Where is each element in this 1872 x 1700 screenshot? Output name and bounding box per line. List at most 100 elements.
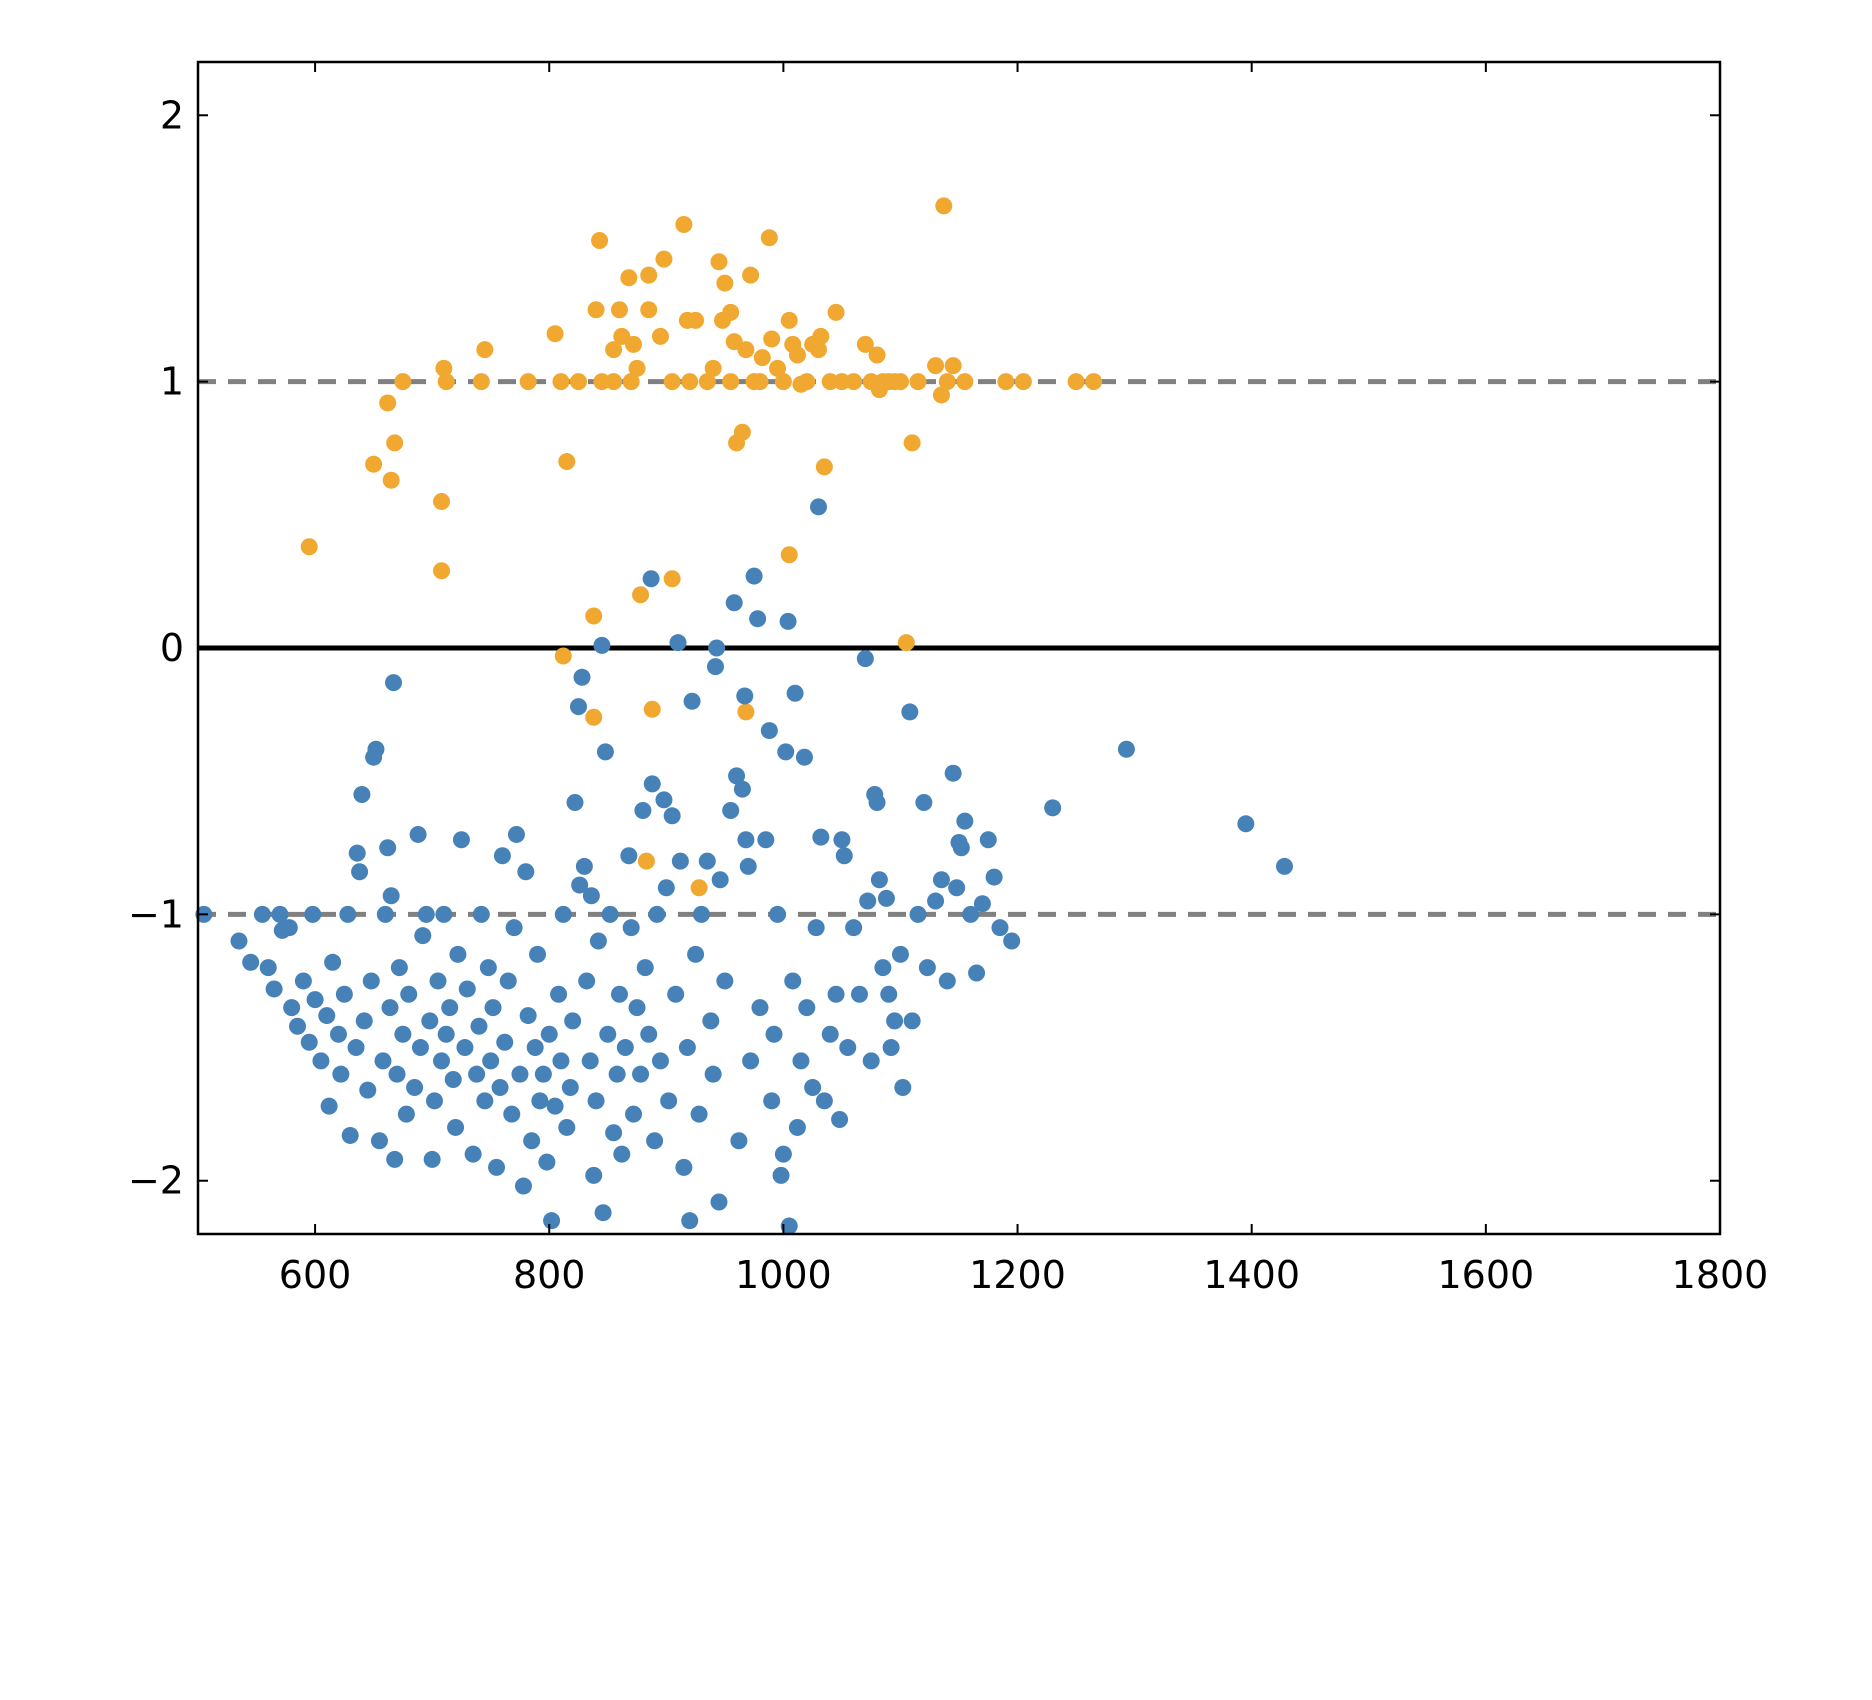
x-tick-label: 1200	[969, 1253, 1066, 1297]
data-point	[932, 871, 950, 889]
data-point	[812, 828, 830, 846]
data-point	[739, 857, 757, 875]
data-point	[447, 1118, 465, 1136]
x-tick-labels: 600 800 1000 1200 1400 1600 1800	[279, 1253, 1769, 1297]
data-point	[409, 825, 427, 843]
data-point	[613, 1145, 631, 1163]
data-point	[449, 945, 467, 963]
data-point	[353, 786, 371, 803]
data-point	[585, 607, 603, 625]
data-point	[798, 373, 816, 391]
data-point	[585, 1166, 603, 1184]
data-point	[968, 964, 986, 982]
data-point	[698, 373, 716, 391]
data-point	[386, 1150, 404, 1168]
data-point	[655, 791, 673, 809]
data-point	[663, 807, 681, 825]
y-tick-label: −2	[128, 1159, 184, 1203]
data-point	[737, 703, 755, 721]
data-point	[979, 831, 997, 849]
data-point	[540, 1025, 558, 1043]
data-point	[956, 812, 974, 830]
data-point	[381, 999, 399, 1017]
data-point	[737, 831, 755, 849]
data-point	[1003, 932, 1021, 950]
data-point	[687, 311, 705, 329]
data-point	[675, 1158, 693, 1176]
data-point	[708, 639, 726, 657]
data-point	[856, 335, 874, 353]
data-point	[425, 1092, 443, 1110]
data-point	[531, 1092, 549, 1110]
data-point	[550, 985, 568, 1003]
data-point	[505, 919, 523, 937]
data-point	[769, 359, 787, 377]
data-point	[667, 985, 685, 1003]
data-point	[948, 879, 966, 897]
data-point	[482, 1052, 500, 1070]
data-point	[1117, 740, 1135, 758]
data-point	[636, 959, 654, 977]
data-point	[496, 1033, 514, 1051]
data-point	[915, 793, 933, 811]
data-point	[476, 1092, 494, 1110]
data-point	[355, 1012, 373, 1030]
data-point	[868, 346, 886, 364]
data-point	[745, 567, 763, 585]
data-point	[671, 852, 689, 870]
data-point	[382, 471, 400, 489]
data-point	[962, 905, 980, 923]
data-point	[608, 1065, 626, 1083]
data-point	[722, 801, 740, 819]
data-point	[421, 1012, 439, 1030]
data-point	[300, 1033, 318, 1051]
data-point	[901, 703, 919, 721]
data-point	[835, 847, 853, 865]
data-point	[479, 959, 497, 977]
data-point	[503, 1105, 521, 1123]
data-point	[507, 825, 525, 843]
data-point	[433, 493, 451, 510]
data-point	[571, 876, 589, 894]
data-point	[663, 570, 681, 588]
data-point	[351, 863, 369, 881]
data-point	[283, 999, 301, 1017]
data-point	[763, 1092, 781, 1110]
data-point	[827, 303, 845, 321]
data-point	[862, 1052, 880, 1070]
data-point	[581, 1052, 599, 1070]
data-point	[804, 1079, 822, 1096]
data-point	[788, 346, 806, 364]
data-point	[464, 1145, 482, 1163]
data-point	[690, 879, 708, 897]
data-point	[833, 831, 851, 849]
data-point	[365, 455, 383, 473]
data-point	[774, 373, 792, 391]
data-point	[493, 847, 511, 865]
data-point	[877, 889, 895, 907]
data-point	[335, 985, 353, 1003]
data-point	[692, 905, 710, 923]
data-point	[320, 1097, 338, 1115]
data-point	[589, 932, 607, 950]
y-tick-label: 2	[160, 93, 184, 137]
data-point	[859, 892, 877, 910]
data-point	[414, 927, 432, 945]
x-tick-label: 1400	[1203, 1253, 1300, 1297]
data-point	[736, 687, 754, 705]
data-point	[903, 1012, 921, 1030]
data-point	[681, 373, 699, 391]
data-point	[886, 1012, 904, 1030]
data-point	[780, 1217, 798, 1235]
data-point	[519, 373, 537, 391]
data-point	[620, 269, 638, 287]
data-point	[587, 1092, 605, 1110]
data-point	[616, 1039, 634, 1057]
data-point	[587, 301, 605, 319]
data-point	[757, 831, 775, 849]
data-point	[452, 831, 470, 849]
data-point	[651, 1052, 669, 1070]
data-point	[376, 905, 394, 923]
data-point	[397, 1105, 415, 1123]
data-point	[798, 999, 816, 1017]
